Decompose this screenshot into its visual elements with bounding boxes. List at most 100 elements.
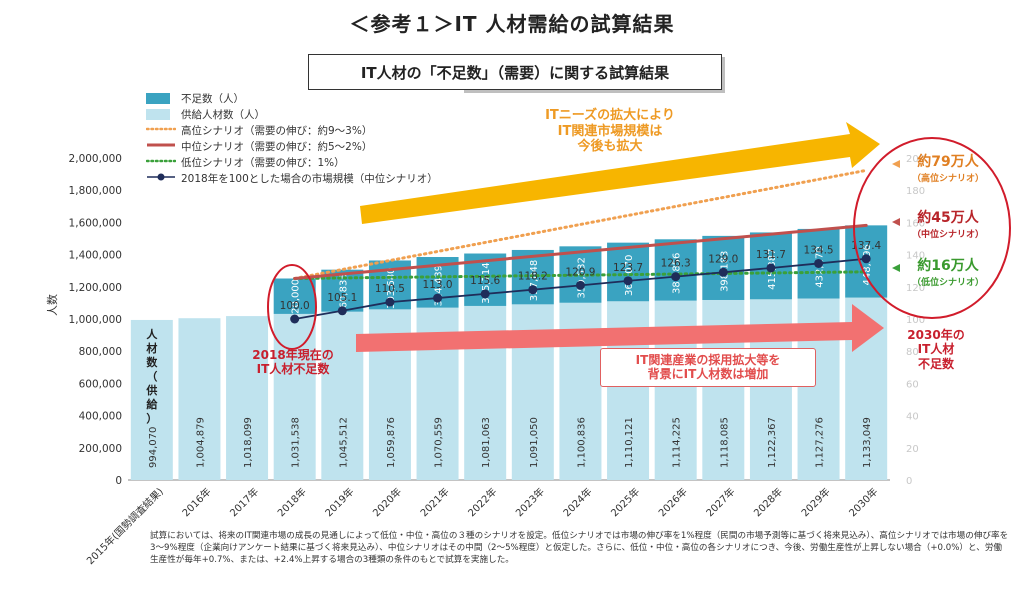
market-index-marker	[290, 314, 300, 324]
mid-marker-icon	[892, 218, 900, 226]
shortage-value-label: 350,532	[576, 257, 587, 298]
market-index-marker	[575, 280, 585, 290]
market-index-marker	[814, 258, 824, 268]
supply-bar	[130, 319, 173, 480]
callout-hiring-growth: IT関連産業の採用拡大等を 背景にIT人材数は増加	[600, 348, 816, 387]
shortage-value-label: 220,000	[291, 279, 302, 320]
market-index-label: 105.1	[327, 292, 357, 304]
y2-tick-label: 80	[906, 347, 919, 358]
y-tick-label: 0	[115, 475, 122, 487]
legend-item: 供給人材数（人）	[146, 106, 464, 122]
market-index-marker	[671, 272, 681, 282]
high-marker-icon	[892, 160, 900, 168]
x-tick-label: 2023年	[513, 485, 547, 519]
supply-axis-char: 材	[146, 341, 157, 355]
x-tick-label: 2026年	[656, 485, 690, 519]
y2-tick-label: 40	[906, 412, 919, 423]
x-tick-label: 2028年	[751, 485, 785, 519]
supply-value-label: 1,122,367	[767, 417, 778, 468]
market-index-label: 113.0	[423, 279, 453, 291]
callout-current-shortage: 2018年現在の IT人材不足数	[252, 348, 334, 377]
mid-scenario-value: 約45万人	[917, 210, 979, 226]
supply-value-label: 1,081,063	[481, 417, 492, 468]
market-index-marker	[718, 267, 728, 277]
low-marker-icon	[892, 264, 900, 272]
market-index-marker	[433, 293, 443, 303]
low-scenario-line	[293, 270, 868, 281]
supply-value-label: 1,045,512	[338, 417, 349, 468]
supply-value-label: 1,059,876	[386, 417, 397, 468]
market-index-label: 110.5	[375, 283, 405, 295]
supply-axis-char: 数	[146, 355, 158, 369]
market-index-label: 120.9	[565, 266, 595, 278]
x-tick-label: 2030年	[846, 485, 880, 519]
low-scenario-name: （低位シナリオ）	[911, 278, 984, 288]
y2-tick-label: 160	[906, 218, 925, 229]
legend-label: 不足数（人）	[181, 92, 244, 105]
y2-tick-label: 180	[906, 186, 925, 197]
legend-swatch-line	[146, 140, 176, 153]
market-index-label: 118.2	[518, 271, 548, 283]
market-index-label: 123.7	[613, 262, 643, 274]
x-tick-label: 2019年	[322, 485, 356, 519]
shortage-value-label: 314,439	[434, 265, 445, 306]
supply-value-label: 1,070,559	[434, 417, 445, 468]
y2-tick-label: 60	[906, 379, 919, 390]
supply-axis-char: 供	[145, 383, 157, 397]
supply-value-label: 1,018,099	[243, 417, 254, 468]
legend-label: 中位シナリオ（需要の伸び：約5～2%）	[181, 140, 373, 153]
x-tick-label: 2018年	[275, 485, 309, 519]
legend-item: 不足数（人）	[146, 90, 464, 106]
supply-value-label: 1,127,276	[815, 417, 826, 468]
y-tick-label: 1,800,000	[69, 185, 122, 197]
supply-value-label: 1,091,050	[529, 417, 540, 468]
supply-bar	[178, 318, 221, 480]
y-tick-label: 1,200,000	[69, 282, 122, 294]
market-index-marker	[623, 276, 633, 286]
supply-axis-char: 給	[146, 397, 158, 411]
legend-swatch-line	[145, 156, 177, 169]
supply-value-label: 994,070	[148, 427, 159, 468]
legend-item: 2018年を100とした場合の市場規模（中位シナリオ）	[146, 170, 464, 186]
legend-label: 供給人材数（人）	[181, 108, 265, 121]
x-tick-label: 2022年	[465, 485, 499, 519]
high-scenario-line	[293, 168, 868, 281]
shortage-2030-circle	[853, 137, 1011, 319]
market-index-label: 129.0	[708, 253, 738, 265]
supply-value-label: 1,004,879	[195, 417, 206, 468]
x-tick-label: 2020年	[370, 485, 404, 519]
market-index-label: 115.6	[470, 275, 500, 287]
supply-axis-char: （	[146, 370, 157, 383]
y2-tick-label: 0	[906, 476, 912, 487]
supply-axis-char: 人	[146, 327, 158, 341]
legend-swatch-line	[146, 172, 176, 185]
y2-tick-label: 120	[906, 283, 925, 294]
supply-value-label: 1,118,085	[719, 417, 730, 468]
y2-tick-label: 200	[906, 154, 925, 165]
supply-bar	[226, 316, 269, 480]
callout-shortage-2030: 2030年の IT人材 不足数	[907, 328, 965, 371]
market-growth-arrow	[360, 122, 880, 224]
current-shortage-circle	[267, 264, 317, 350]
market-index-marker	[337, 306, 347, 316]
shortage-bar	[273, 278, 316, 314]
legend-item: 高位シナリオ（需要の伸び：約9～3%）	[145, 122, 464, 138]
y-tick-label: 1,400,000	[69, 250, 122, 262]
legend-item: 低位シナリオ（需要の伸び：1%）	[145, 154, 464, 170]
chart-legend: 不足数（人） 供給人材数（人） 高位シナリオ（需要の伸び：約9～3%） 中位シナリオ（…	[145, 90, 464, 186]
shortage-value-label: 448,596	[862, 244, 873, 285]
legend-label: 高位シナリオ（需要の伸び：約9～3%）	[181, 124, 373, 137]
mid-scenario-line	[293, 223, 868, 281]
x-tick-label: 2024年	[560, 485, 594, 519]
market-index-marker	[528, 285, 538, 295]
shortage-value-label: 325,714	[481, 262, 492, 303]
high-scenario-value: 約79万人	[917, 154, 979, 170]
x-tick-label: 2016年	[179, 485, 213, 519]
market-index-marker	[861, 254, 871, 264]
y-tick-label: 1,000,000	[69, 314, 122, 326]
legend-swatch-box	[146, 92, 170, 104]
supply-value-label: 1,133,049	[862, 417, 873, 468]
chart-title: IT人材の「不足数」（需要）に関する試算結果	[360, 63, 670, 82]
y2-tick-label: 140	[906, 251, 925, 262]
y2-tick-label: 100	[906, 315, 925, 326]
